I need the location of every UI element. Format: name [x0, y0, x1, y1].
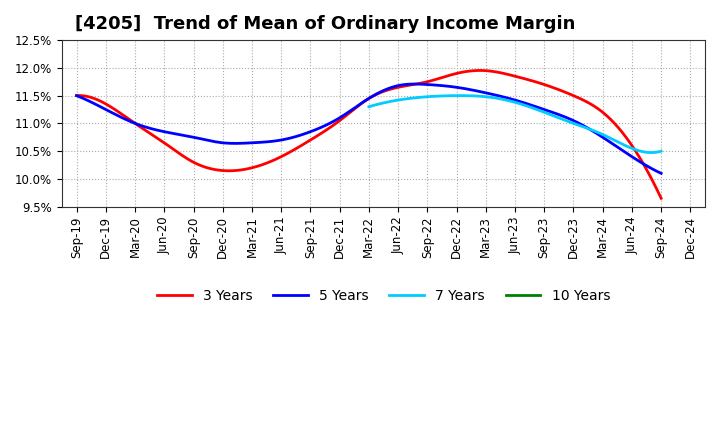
- 3 Years: [418, 80, 427, 85]
- 3 Years: [475, 68, 484, 73]
- 7 Years: [364, 104, 373, 110]
- 5 Years: [567, 117, 575, 122]
- 5 Years: [657, 171, 665, 176]
- Line: 5 Years: 5 Years: [76, 84, 661, 173]
- 7 Years: [456, 93, 465, 98]
- 7 Years: [539, 110, 548, 115]
- 3 Years: [604, 114, 613, 120]
- 3 Years: [430, 77, 438, 82]
- 7 Years: [647, 150, 656, 155]
- 5 Years: [74, 94, 83, 99]
- 7 Years: [544, 111, 553, 117]
- Line: 7 Years: 7 Years: [369, 95, 661, 153]
- 7 Years: [612, 139, 621, 144]
- 3 Years: [72, 93, 81, 98]
- 7 Years: [366, 104, 374, 109]
- Legend: 3 Years, 5 Years, 7 Years, 10 Years: 3 Years, 5 Years, 7 Years, 10 Years: [151, 283, 616, 308]
- 7 Years: [631, 147, 639, 152]
- Text: [4205]  Trend of Mean of Ordinary Income Margin: [4205] Trend of Mean of Ordinary Income …: [75, 15, 575, 33]
- 3 Years: [567, 92, 575, 97]
- 7 Years: [539, 109, 547, 114]
- 3 Years: [420, 80, 429, 85]
- 5 Years: [604, 138, 613, 143]
- 3 Years: [74, 93, 83, 98]
- 3 Years: [657, 196, 665, 201]
- 7 Years: [657, 148, 665, 154]
- 5 Years: [72, 93, 81, 98]
- 5 Years: [432, 82, 441, 88]
- 5 Years: [410, 81, 419, 87]
- 5 Years: [422, 82, 431, 87]
- Line: 3 Years: 3 Years: [76, 70, 661, 198]
- 5 Years: [420, 82, 429, 87]
